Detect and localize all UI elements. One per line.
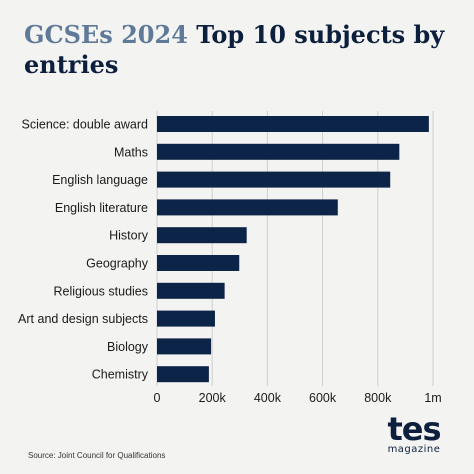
bar [157,366,209,383]
title-main: Top 10 subjects by entries [24,20,445,79]
bar [157,199,338,216]
category-label: English language [52,173,148,187]
bar [157,255,240,271]
bar [157,338,212,355]
bar [157,171,391,188]
bar [157,310,215,327]
logo-subtitle: magazine [387,444,441,455]
category-label: Art and design subjects [18,312,148,326]
x-tick-label: 600k [309,391,337,405]
x-tick-label: 200k [199,391,227,405]
category-label: Religious studies [54,284,149,298]
x-tick-label: 400k [254,391,282,405]
title-accent: GCSEs 2024 [24,20,188,49]
bar-chart: 0 200k 400k 600k 800k 1m Science: double award… [18,111,442,405]
category-label: Chemistry [92,368,149,382]
category-label: Geography [86,257,149,271]
category-label: Biology [107,340,149,354]
category-label: History [109,229,149,243]
logo-wordmark: tes [387,410,441,448]
category-label: Science: double award [22,118,149,132]
x-tick-label: 800k [364,391,392,405]
category-label: Maths [114,145,148,159]
source-note: Source: Joint Council for Qualifications [28,451,166,460]
x-tick-label: 0 [154,391,161,405]
bar [157,143,400,160]
x-tick-label: 1m [424,391,441,405]
chart-title: GCSEs 2024 Top 10 subjects by entries [24,20,454,80]
bar [157,282,225,299]
bar [157,227,247,244]
tes-logo: tes magazine [380,410,448,456]
category-label: English literature [55,201,148,215]
bar [157,116,429,132]
